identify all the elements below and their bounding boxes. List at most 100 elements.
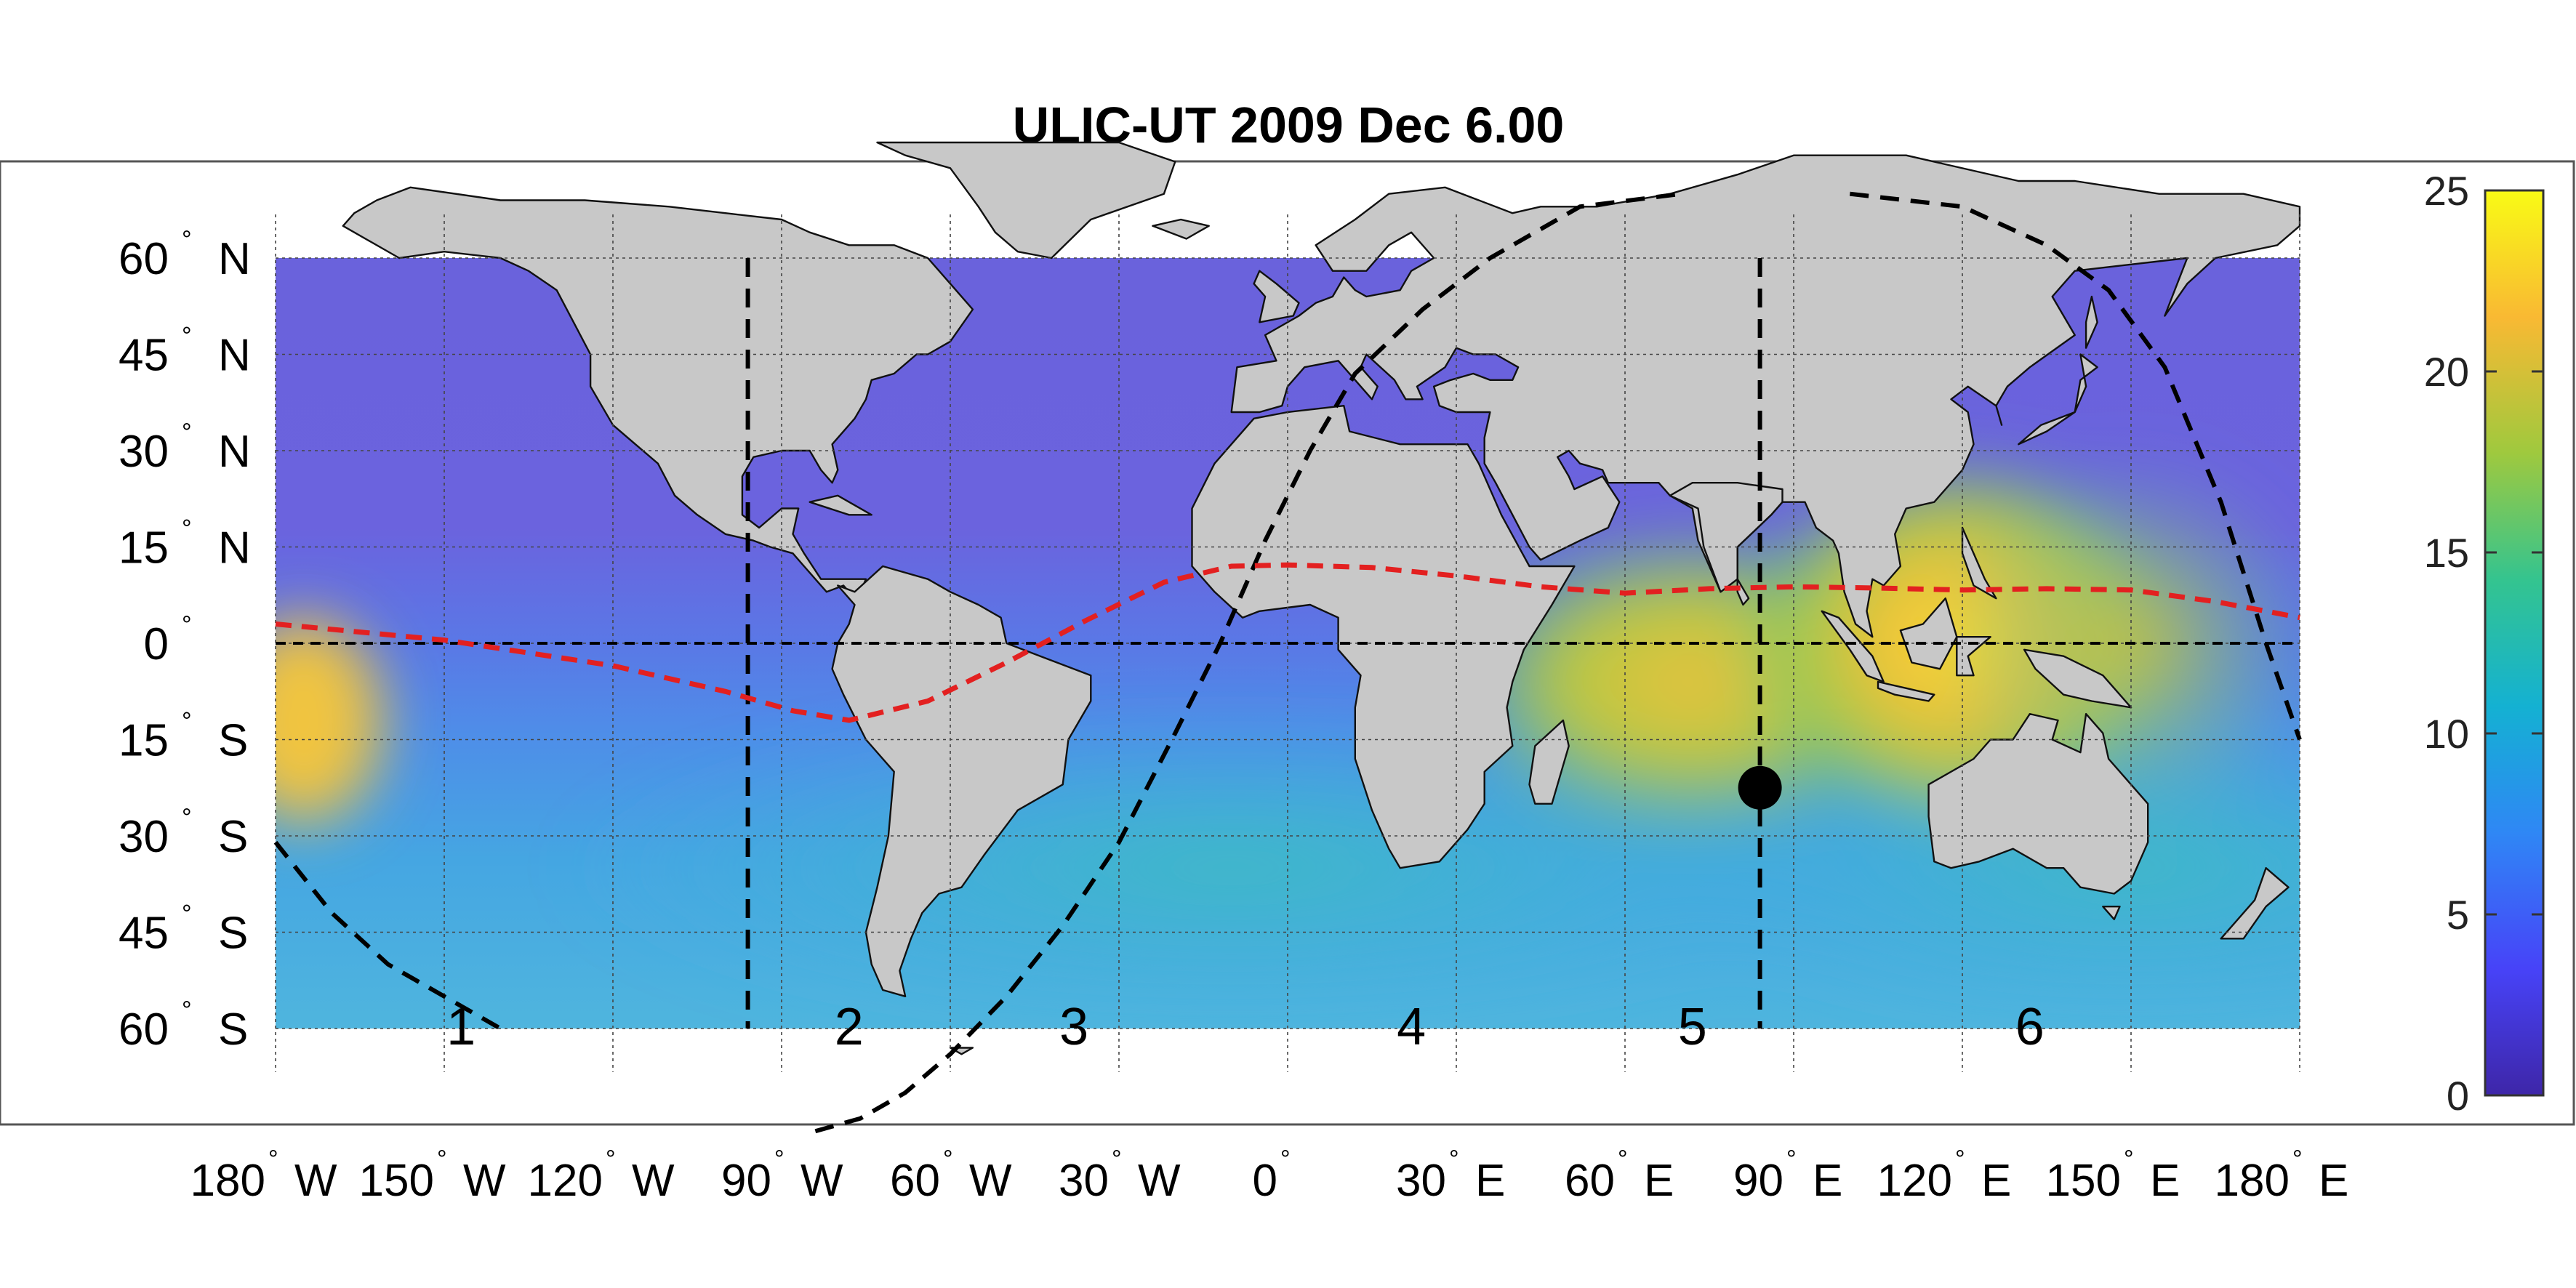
region-label: 6 bbox=[2015, 998, 2045, 1056]
degree-symbol: ° bbox=[182, 226, 192, 254]
subsolar-point-marker bbox=[1738, 765, 1782, 810]
land-india-extra bbox=[1669, 482, 1783, 593]
lon-hemisphere: E bbox=[1813, 1156, 1842, 1206]
colorbar-tick-label: 0 bbox=[2447, 1073, 2469, 1119]
lon-hemisphere: W bbox=[801, 1156, 843, 1206]
colorbar-tick-label: 10 bbox=[2424, 711, 2469, 757]
outer-frame bbox=[0, 160, 2575, 1126]
degree-symbol: ° bbox=[437, 1146, 447, 1173]
lon-hemisphere: E bbox=[2150, 1156, 2180, 1206]
lon-tick-value: 60 bbox=[1565, 1156, 1615, 1206]
lat-tick-value: 45 bbox=[119, 909, 169, 959]
land-uk bbox=[1253, 270, 1300, 323]
lon-tick-label: 180 ° W bbox=[190, 1146, 337, 1206]
latitude-axis: 60 ° N45 ° N30 ° N15 ° N0 °15 ° S30 ° S45 ° S60 ° S bbox=[119, 226, 251, 1055]
lat-tick-label: 45 ° N bbox=[119, 323, 251, 381]
longitude-axis: 180 ° W 150 ° W 120 ° W 90 ° W 60 ° W 30 ° W 0 ° 30 ° E 60 ° E 90 °… bbox=[190, 1146, 2349, 1206]
lat-hemisphere: N bbox=[218, 427, 251, 477]
lon-tick-value: 60 bbox=[890, 1156, 940, 1206]
lon-tick-value: 180 bbox=[190, 1156, 265, 1206]
region-label: 1 bbox=[446, 998, 476, 1056]
degree-symbol: ° bbox=[1618, 1146, 1628, 1173]
lon-hemisphere: W bbox=[463, 1156, 506, 1206]
colorbar-tick-label: 15 bbox=[2424, 530, 2469, 576]
lat-tick-label: 45 ° S bbox=[119, 901, 248, 959]
lon-tick-label: 30 ° W bbox=[1059, 1146, 1181, 1206]
lon-tick-value: 180 bbox=[2215, 1156, 2290, 1206]
land-java bbox=[1877, 680, 1935, 702]
lon-tick-value: 120 bbox=[1877, 1156, 1952, 1206]
land-sulawesi bbox=[1956, 636, 1991, 677]
terminator-east bbox=[1849, 191, 2302, 741]
degree-symbol: ° bbox=[268, 1146, 278, 1173]
lon-tick-label: 180 ° E bbox=[2215, 1146, 2349, 1206]
lat-tick-value: 60 bbox=[119, 234, 169, 284]
region-label: 5 bbox=[1678, 998, 1707, 1056]
lon-hemisphere: E bbox=[2319, 1156, 2348, 1206]
land-sumatra bbox=[1821, 610, 1885, 683]
terminator-mid bbox=[814, 191, 1682, 1134]
lon-tick-value: 120 bbox=[528, 1156, 603, 1206]
region-label: 2 bbox=[835, 998, 864, 1056]
degree-symbol: ° bbox=[2292, 1146, 2303, 1173]
map-area: 1 2 3 4 5 6 bbox=[273, 141, 2302, 1134]
degree-symbol: ° bbox=[182, 515, 192, 543]
lat-tick-label: 15 ° N bbox=[119, 515, 251, 573]
land-cuba bbox=[808, 494, 872, 516]
lon-tick-label: 90 ° E bbox=[1733, 1146, 1842, 1206]
region-label: 4 bbox=[1397, 998, 1426, 1056]
degree-symbol: ° bbox=[1449, 1146, 1459, 1173]
lon-tick-label: 120 ° E bbox=[1877, 1146, 2012, 1206]
landmasses bbox=[342, 141, 2301, 1055]
lon-hemisphere: W bbox=[969, 1156, 1012, 1206]
land-philippines bbox=[1961, 526, 1997, 600]
lat-tick-value: 60 bbox=[119, 1005, 169, 1055]
lon-tick-label: 150 ° W bbox=[359, 1146, 506, 1206]
degree-symbol: ° bbox=[1112, 1146, 1122, 1173]
lat-tick-value: 15 bbox=[119, 523, 169, 573]
colorbar-ramp bbox=[2484, 189, 2545, 1097]
degree-symbol: ° bbox=[1280, 1146, 1291, 1173]
region-labels: 1 2 3 4 5 6 bbox=[446, 998, 2045, 1056]
land-australia bbox=[1927, 713, 2149, 895]
lat-tick-label: 0 ° bbox=[144, 611, 192, 669]
lon-tick-label: 60 ° E bbox=[1565, 1146, 1674, 1206]
colorbar-tick-label: 20 bbox=[2424, 349, 2469, 395]
lon-tick-value: 30 bbox=[1059, 1156, 1109, 1206]
terminator-west bbox=[273, 840, 502, 1031]
lat-tick-value: 30 bbox=[119, 812, 169, 862]
lon-tick-label: 0 ° bbox=[1253, 1146, 1291, 1206]
colorbar-tick-label: 25 bbox=[2424, 168, 2469, 214]
degree-symbol: ° bbox=[943, 1146, 953, 1173]
region-label: 3 bbox=[1059, 998, 1088, 1056]
lon-hemisphere: E bbox=[1981, 1156, 2011, 1206]
lat-tick-label: 30 ° S bbox=[119, 804, 248, 862]
east-pacific-crest bbox=[276, 617, 382, 824]
land-greenland bbox=[876, 141, 1176, 259]
lon-tick-value: 90 bbox=[1733, 1156, 1783, 1206]
lat-hemisphere: N bbox=[218, 234, 251, 284]
degree-symbol: ° bbox=[182, 804, 192, 832]
overlay-lines bbox=[273, 191, 2302, 1134]
lon-hemisphere: W bbox=[632, 1156, 675, 1206]
land-madagascar bbox=[1528, 719, 1570, 805]
lon-tick-value: 0 bbox=[1253, 1156, 1277, 1206]
lat-tick-label: 60 ° N bbox=[119, 226, 251, 284]
lat-tick-value: 15 bbox=[119, 716, 169, 766]
lon-tick-value: 150 bbox=[2046, 1156, 2121, 1206]
land-eurasia bbox=[1230, 154, 2301, 638]
land-tasmania bbox=[2102, 906, 2121, 920]
degree-symbol: ° bbox=[774, 1146, 785, 1173]
lon-tick-value: 150 bbox=[359, 1156, 434, 1206]
degree-symbol: ° bbox=[182, 323, 192, 350]
degree-symbol: ° bbox=[182, 997, 192, 1024]
colorbar-ticks: 0 5 10 15 20 25 bbox=[2424, 168, 2543, 1119]
land-japan bbox=[2018, 353, 2098, 446]
colorbar: 0 5 10 15 20 25 bbox=[2424, 168, 2545, 1119]
lon-tick-label: 60 ° W bbox=[890, 1146, 1012, 1206]
degree-symbol: ° bbox=[606, 1146, 616, 1173]
lat-hemisphere: N bbox=[218, 523, 251, 573]
graticule bbox=[275, 214, 2300, 1072]
lat-hemisphere: S bbox=[218, 1005, 248, 1055]
